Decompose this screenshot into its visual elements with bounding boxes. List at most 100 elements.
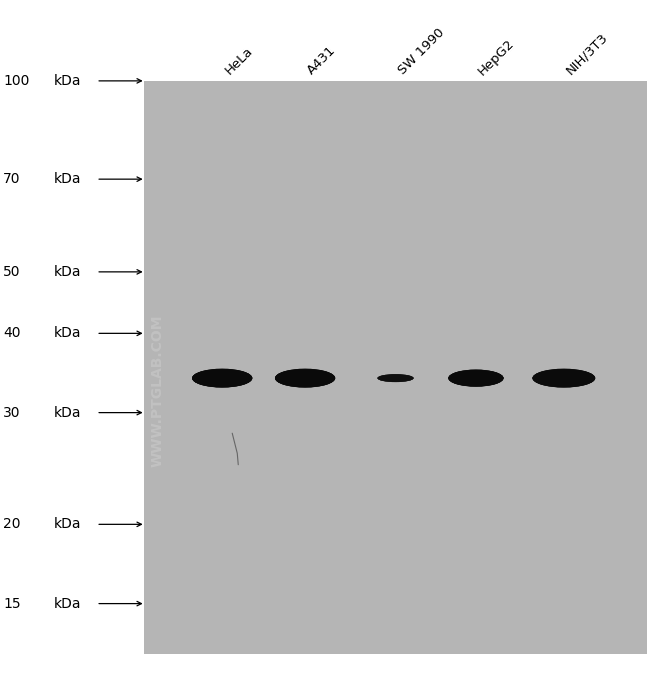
- Ellipse shape: [448, 370, 503, 386]
- Ellipse shape: [533, 370, 595, 386]
- Ellipse shape: [378, 375, 413, 381]
- Text: WWW.PTGLAB.COM: WWW.PTGLAB.COM: [150, 315, 164, 467]
- Text: 70: 70: [3, 172, 21, 186]
- Ellipse shape: [449, 371, 503, 385]
- Ellipse shape: [276, 370, 335, 386]
- Ellipse shape: [533, 371, 595, 386]
- Ellipse shape: [275, 369, 335, 387]
- Ellipse shape: [378, 375, 413, 381]
- Ellipse shape: [449, 371, 503, 386]
- Ellipse shape: [449, 371, 503, 385]
- Ellipse shape: [448, 371, 503, 386]
- Text: A431: A431: [305, 44, 339, 78]
- Ellipse shape: [192, 369, 252, 388]
- Ellipse shape: [378, 375, 413, 381]
- Ellipse shape: [532, 369, 595, 388]
- Ellipse shape: [192, 370, 252, 386]
- Ellipse shape: [276, 371, 334, 386]
- Bar: [0, 0, 144, 674]
- Ellipse shape: [378, 375, 413, 381]
- Text: kDa: kDa: [53, 596, 81, 611]
- Ellipse shape: [532, 369, 595, 388]
- Ellipse shape: [276, 371, 335, 386]
- Ellipse shape: [448, 370, 504, 386]
- Ellipse shape: [192, 370, 252, 386]
- Ellipse shape: [192, 369, 252, 388]
- Ellipse shape: [448, 371, 503, 386]
- Ellipse shape: [449, 371, 503, 385]
- Ellipse shape: [378, 375, 413, 381]
- Text: NIH/3T3: NIH/3T3: [564, 31, 610, 78]
- Ellipse shape: [533, 369, 595, 387]
- Ellipse shape: [276, 370, 335, 386]
- Ellipse shape: [448, 371, 503, 386]
- Ellipse shape: [193, 371, 252, 386]
- Ellipse shape: [533, 369, 595, 387]
- Ellipse shape: [276, 371, 335, 386]
- Ellipse shape: [276, 370, 335, 386]
- Ellipse shape: [192, 371, 252, 386]
- Ellipse shape: [533, 370, 595, 386]
- Ellipse shape: [378, 374, 413, 382]
- Ellipse shape: [378, 375, 413, 381]
- Ellipse shape: [275, 369, 335, 388]
- Bar: [144, 81, 647, 654]
- Ellipse shape: [378, 375, 413, 381]
- Text: 40: 40: [3, 326, 21, 340]
- Ellipse shape: [378, 374, 413, 382]
- Ellipse shape: [533, 370, 595, 386]
- Ellipse shape: [192, 369, 252, 387]
- Ellipse shape: [448, 371, 503, 386]
- Ellipse shape: [378, 374, 413, 382]
- Ellipse shape: [378, 374, 413, 382]
- Ellipse shape: [448, 369, 504, 387]
- Ellipse shape: [533, 369, 595, 387]
- Ellipse shape: [448, 370, 503, 386]
- Ellipse shape: [192, 369, 252, 388]
- Ellipse shape: [276, 371, 335, 386]
- Text: 15: 15: [3, 596, 21, 611]
- Ellipse shape: [378, 375, 413, 381]
- Ellipse shape: [448, 369, 504, 387]
- Ellipse shape: [275, 369, 335, 387]
- Ellipse shape: [275, 369, 335, 387]
- Ellipse shape: [276, 370, 335, 386]
- Text: HeLa: HeLa: [222, 44, 255, 78]
- Ellipse shape: [193, 371, 252, 386]
- Ellipse shape: [192, 370, 252, 386]
- Ellipse shape: [448, 371, 503, 386]
- Ellipse shape: [193, 371, 252, 386]
- Text: 100: 100: [3, 74, 30, 88]
- Ellipse shape: [276, 371, 335, 386]
- Ellipse shape: [192, 370, 252, 386]
- Ellipse shape: [378, 375, 413, 381]
- Ellipse shape: [533, 371, 595, 386]
- Ellipse shape: [533, 370, 595, 386]
- Ellipse shape: [192, 369, 252, 387]
- Text: 50: 50: [3, 265, 21, 279]
- Ellipse shape: [192, 369, 252, 387]
- Ellipse shape: [378, 375, 413, 381]
- Text: kDa: kDa: [53, 406, 81, 420]
- Ellipse shape: [533, 371, 595, 386]
- Ellipse shape: [378, 374, 413, 382]
- Text: 30: 30: [3, 406, 21, 420]
- Ellipse shape: [275, 369, 335, 387]
- Ellipse shape: [193, 371, 252, 386]
- Text: 20: 20: [3, 518, 21, 531]
- Ellipse shape: [532, 369, 595, 387]
- Ellipse shape: [192, 369, 252, 387]
- Ellipse shape: [275, 369, 335, 388]
- Text: kDa: kDa: [53, 265, 81, 279]
- Ellipse shape: [276, 369, 335, 387]
- Text: SW 1990: SW 1990: [395, 26, 447, 78]
- Ellipse shape: [533, 370, 595, 386]
- Ellipse shape: [378, 375, 413, 381]
- Ellipse shape: [448, 370, 503, 386]
- Text: kDa: kDa: [53, 326, 81, 340]
- Ellipse shape: [192, 369, 252, 387]
- Ellipse shape: [532, 369, 595, 387]
- Text: kDa: kDa: [53, 518, 81, 531]
- Ellipse shape: [276, 370, 335, 386]
- Ellipse shape: [533, 371, 594, 386]
